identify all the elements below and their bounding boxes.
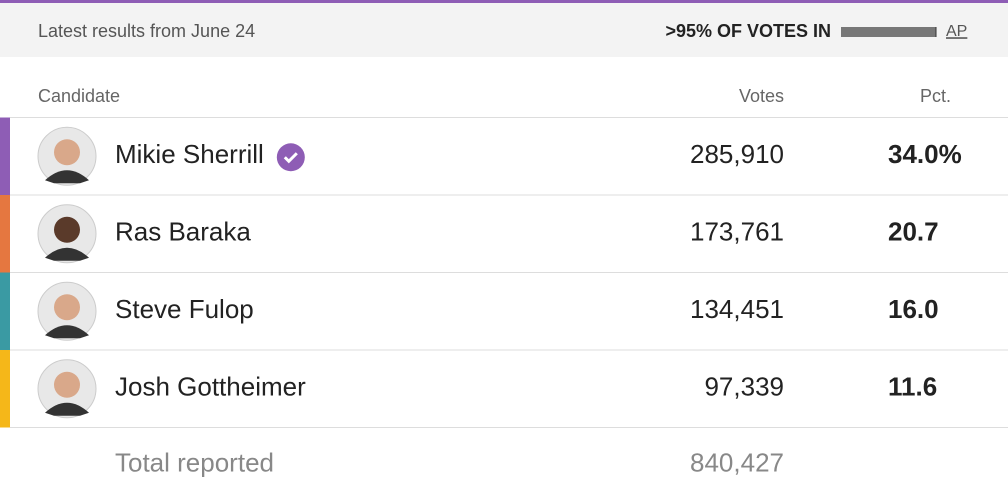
vote-count: 173,761 (690, 217, 784, 247)
vote-percent: 16.0 (888, 294, 939, 324)
reporting-status: >95% OF VOTES IN (665, 21, 831, 41)
column-header: Votes (739, 86, 784, 106)
candidate-photo (37, 204, 97, 264)
photo-head (54, 216, 80, 243)
top-accent (0, 0, 1008, 3)
vote-count: 97,339 (704, 372, 784, 402)
candidate-name: Ras Baraka (115, 217, 251, 247)
source-link[interactable]: AP (946, 23, 967, 40)
party-bar (0, 350, 10, 428)
total-votes: 840,427 (690, 447, 784, 477)
total-label: Total reported (115, 447, 274, 477)
candidate-photo (37, 126, 97, 186)
header-band (0, 3, 1008, 57)
party-bar (0, 195, 10, 273)
party-bar (0, 272, 10, 350)
vote-percent: 34.0% (888, 139, 962, 169)
winner-check (283, 152, 298, 164)
photo-head (54, 139, 80, 166)
vote-count: 134,451 (690, 294, 784, 324)
photo-body (45, 402, 89, 416)
photo-head (54, 294, 80, 321)
candidate-photo (37, 281, 97, 341)
header-title: Latest results from June 24 (38, 21, 255, 41)
vote-count: 285,910 (690, 139, 784, 169)
vote-percent: 20.7 (888, 217, 939, 247)
column-header: Pct. (920, 86, 951, 106)
candidate-name: Josh Gottheimer (115, 372, 306, 402)
photo-head (54, 371, 80, 398)
column-header: Candidate (38, 86, 120, 106)
photo-body (45, 247, 89, 261)
candidate-name: Mikie Sherrill (115, 139, 264, 169)
candidate-name: Steve Fulop (115, 294, 254, 324)
photo-body (45, 325, 89, 339)
photo-body (45, 170, 89, 184)
candidate-photo (37, 359, 97, 419)
party-bar (0, 117, 10, 195)
reporting-bar (841, 27, 936, 37)
vote-percent: 11.6 (888, 372, 937, 402)
